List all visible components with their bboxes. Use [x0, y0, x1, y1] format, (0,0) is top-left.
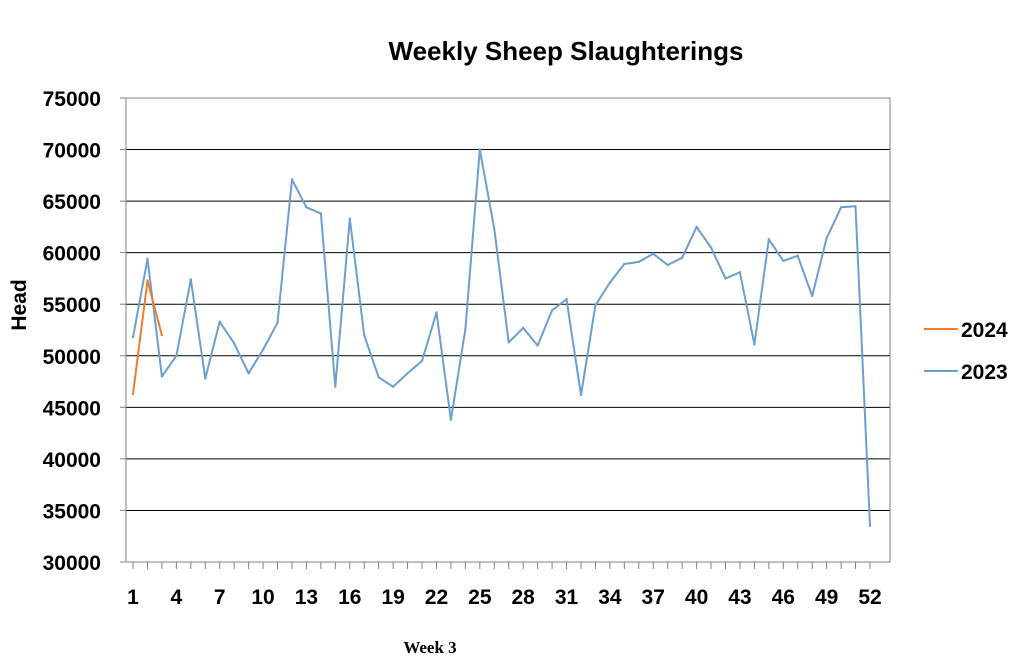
x-tick-label: 40	[685, 586, 708, 609]
data-point-2023	[536, 344, 539, 347]
x-tick-label: 22	[425, 586, 448, 609]
y-tick-label: 40000	[43, 449, 101, 472]
data-point-2023	[175, 354, 178, 357]
data-point-2023	[478, 148, 482, 151]
x-tick-label: 13	[295, 586, 318, 609]
data-point-2023	[854, 205, 857, 208]
data-point-2024	[146, 279, 149, 282]
data-point-2023	[782, 259, 785, 263]
data-point-2023	[666, 263, 669, 267]
data-point-2023	[435, 311, 438, 314]
data-point-2023	[507, 341, 510, 344]
y-tick-label: 65000	[43, 191, 101, 214]
data-point-2023	[305, 206, 308, 209]
data-point-2023	[247, 372, 250, 375]
data-point-2024	[160, 333, 164, 337]
data-point-2023	[839, 206, 843, 209]
data-point-2023	[420, 359, 424, 363]
data-point-2023	[131, 336, 135, 339]
x-tick-labels: 1 4 7 10 13 16 19 22 25 28 31 34 37 40 43 46 49 52	[127, 586, 882, 609]
data-point-2023	[377, 376, 380, 379]
data-point-2023	[652, 252, 655, 255]
legend-label-2024: 2024	[961, 319, 1008, 342]
data-point-2023	[695, 225, 698, 229]
y-tick-label: 70000	[43, 140, 101, 163]
data-point-2024	[131, 392, 135, 396]
y-tick-labels: 30000 35000 40000 45000 50000 55000 60000 65000…	[43, 88, 101, 575]
data-point-2023	[261, 348, 265, 351]
data-point-2023	[290, 178, 294, 181]
x-tick-label: 16	[338, 586, 361, 609]
data-point-2023	[680, 256, 684, 260]
y-tick-label: 50000	[43, 346, 101, 369]
data-point-2023	[753, 343, 756, 346]
data-point-2023	[493, 227, 496, 231]
series-lines	[131, 148, 872, 528]
data-point-2023	[391, 385, 395, 388]
y-axis-label: Head	[8, 279, 31, 330]
week-note: Week 3	[403, 638, 456, 657]
data-point-2023	[724, 277, 727, 280]
data-point-2023	[146, 257, 149, 261]
data-point-2023	[406, 372, 409, 375]
y-tick-label: 55000	[43, 294, 101, 317]
data-point-2023	[796, 254, 799, 257]
x-tick-label: 31	[555, 586, 579, 609]
data-point-2023	[637, 260, 640, 264]
data-point-2023	[218, 320, 221, 323]
legend: 2024 2023	[924, 319, 1008, 384]
data-point-2023	[709, 246, 713, 249]
x-tick-label: 37	[642, 586, 665, 609]
y-tick-label: 60000	[43, 243, 101, 266]
data-point-2023	[767, 238, 771, 241]
y-tick-label: 45000	[43, 397, 101, 420]
x-tick-label: 19	[381, 586, 404, 609]
data-point-2023	[825, 237, 828, 240]
data-point-2023	[868, 524, 872, 528]
data-point-2023	[363, 333, 366, 337]
y-tick-label: 35000	[43, 500, 101, 523]
x-tick-label: 49	[815, 586, 838, 609]
x-tick-label: 52	[858, 586, 881, 609]
data-point-2023	[594, 304, 597, 307]
data-point-2023	[464, 327, 467, 331]
gridlines	[120, 97, 890, 563]
x-tick-label: 25	[468, 586, 492, 609]
data-point-2023	[550, 309, 554, 312]
data-point-2023	[160, 375, 164, 378]
axes	[125, 97, 891, 569]
x-tick-label: 10	[251, 586, 274, 609]
x-tick-label: 1	[127, 586, 139, 609]
y-tick-label: 30000	[43, 552, 101, 575]
data-point-2023	[334, 385, 337, 388]
data-point-2023	[449, 418, 453, 421]
data-point-2023	[204, 377, 207, 380]
x-tick-label: 34	[598, 586, 622, 609]
data-point-2023	[738, 271, 742, 274]
data-point-2023	[810, 294, 814, 298]
data-point-2023	[565, 297, 568, 301]
data-point-2023	[232, 342, 236, 345]
data-point-2023	[276, 321, 279, 324]
x-tick-label: 46	[772, 586, 795, 609]
legend-label-2023: 2023	[961, 361, 1008, 384]
series-line-2023	[132, 148, 871, 526]
data-point-2023	[608, 281, 612, 284]
data-point-2023	[521, 326, 525, 330]
data-point-2023	[319, 212, 323, 215]
y-tick-label: 75000	[43, 88, 101, 111]
x-tick-label: 28	[511, 586, 535, 609]
data-point-2023	[579, 393, 583, 397]
data-point-2023	[348, 217, 351, 220]
data-point-2023	[189, 278, 193, 281]
x-tick-label: 7	[214, 586, 226, 609]
chart-title: Weekly Sheep Slaughterings	[389, 36, 744, 66]
data-point-2023	[623, 262, 626, 266]
x-tick-label: 4	[171, 586, 183, 609]
x-tick-label: 43	[728, 586, 751, 609]
